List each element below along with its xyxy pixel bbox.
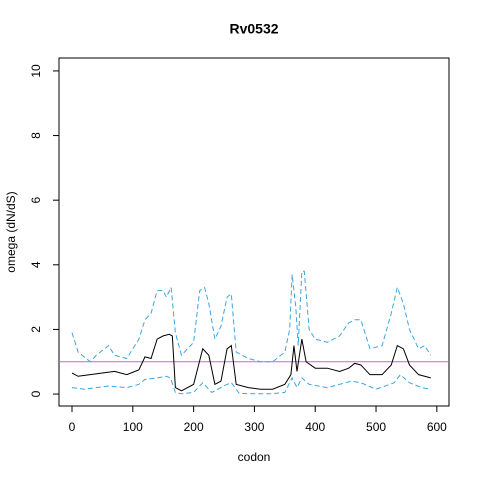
x-tick-label: 300	[244, 420, 264, 434]
y-tick-label: 10	[29, 64, 43, 78]
x-tick-label: 400	[305, 420, 325, 434]
x-tick-label: 0	[69, 420, 76, 434]
x-tick-label: 500	[366, 420, 386, 434]
y-axis-label: omega (dN/dS)	[4, 191, 18, 272]
x-tick-label: 600	[427, 420, 447, 434]
y-tick-label: 0	[29, 390, 43, 397]
y-tick-label: 2	[29, 326, 43, 333]
y-tick-label: 8	[29, 132, 43, 139]
x-axis-label: codon	[238, 450, 271, 464]
x-tick-label: 200	[184, 420, 204, 434]
chart-title: Rv0532	[229, 21, 278, 37]
x-tick-label: 100	[123, 420, 143, 434]
y-tick-label: 6	[29, 197, 43, 204]
y-tick-label: 4	[29, 261, 43, 268]
line-series	[71, 270, 432, 363]
line-series	[71, 333, 431, 392]
